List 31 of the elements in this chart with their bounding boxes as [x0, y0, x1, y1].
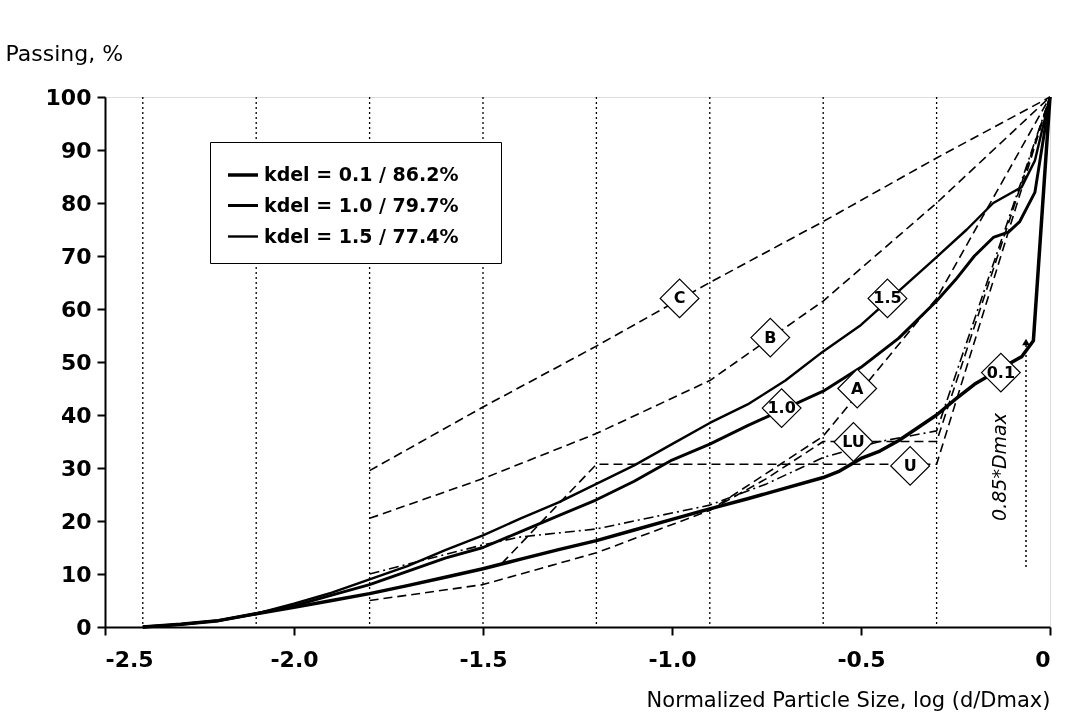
legend-label: kdel = 1.5 / 77.4%	[264, 224, 459, 247]
y-tick-label: 10	[60, 561, 92, 587]
annotation: C	[673, 288, 686, 308]
legend-label: kdel = 1.0 / 79.7%	[264, 193, 459, 216]
y-tick-label: 30	[60, 455, 92, 481]
y-tick-label: 70	[60, 243, 92, 269]
x-axis-title: Normalized Particle Size, log (d/Dmax)	[646, 687, 1051, 712]
annotation: A	[851, 378, 865, 398]
y-tick-label: 100	[45, 84, 92, 110]
annotation: LU	[842, 432, 865, 452]
x-tick-label: 0	[1035, 646, 1051, 672]
annotation: 0.85*Dmax	[988, 412, 1010, 521]
y-axis-title: Passing, %	[5, 40, 124, 66]
y-tick-label: 60	[60, 296, 92, 322]
y-tick-label: 20	[60, 508, 92, 534]
annotation: 1.0	[767, 398, 796, 418]
y-tick-label: 90	[60, 137, 92, 163]
x-tick-label: -0.5	[837, 646, 886, 672]
y-tick-label: 40	[60, 402, 92, 428]
y-tick-label: 50	[60, 349, 92, 375]
y-tick-label: 80	[60, 190, 92, 216]
annotation: 0.1	[986, 362, 1016, 382]
legend-label: kdel = 0.1 / 86.2%	[264, 163, 459, 185]
x-tick-label: -2.5	[105, 646, 154, 672]
annotation: 1.5	[873, 288, 902, 308]
x-tick-label: -1.5	[459, 646, 508, 672]
annotation: B	[764, 327, 777, 347]
x-tick-label: -2.0	[270, 646, 319, 672]
x-tick-label: -1.0	[648, 646, 697, 672]
annotation: U	[903, 455, 917, 475]
y-tick-label: 0	[76, 614, 92, 640]
